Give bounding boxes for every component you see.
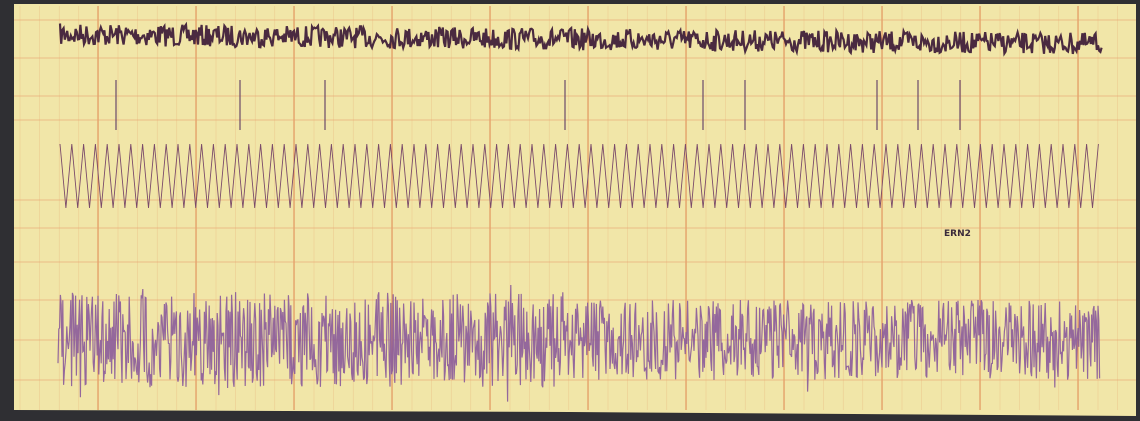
station-label: ERN2 [944, 229, 971, 239]
page: ERN2 (() => { const data = JSON.parse(do… [0, 0, 1140, 421]
seismogram-photo: ERN2 [0, 0, 1140, 421]
